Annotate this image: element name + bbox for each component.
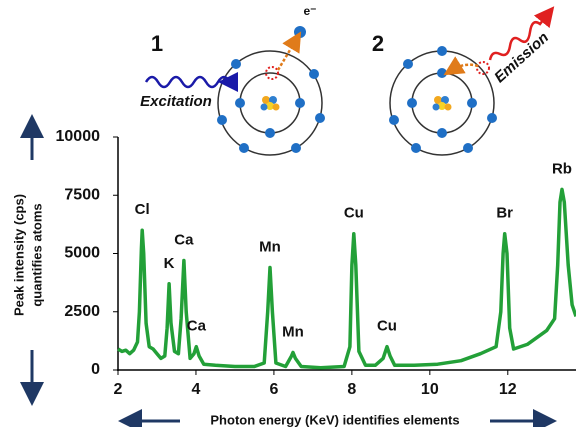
peak-label: Ca <box>187 318 207 335</box>
y-tick-label: 5000 <box>64 245 100 262</box>
x-tick-label: 6 <box>269 381 278 398</box>
x-tick-label: 12 <box>499 381 517 398</box>
x-tick-label: 2 <box>114 381 123 398</box>
peak-label: K <box>164 255 175 272</box>
electron-label: e⁻ <box>303 4 316 18</box>
emission-label: Emission <box>491 29 552 86</box>
peak-label: Cu <box>377 318 397 335</box>
atom-diagram <box>144 26 325 156</box>
peak-label: Mn <box>259 238 281 255</box>
excitation-label: Excitation <box>140 93 212 110</box>
peak-label: Mn <box>282 323 304 340</box>
peak-label: Br <box>496 205 513 222</box>
step-label: 2 <box>372 31 384 56</box>
peak-label: Rb <box>552 160 572 177</box>
x-tick-label: 10 <box>421 381 439 398</box>
y-tick-label: 2500 <box>64 303 100 320</box>
y-axis-label: Peak intensity (cps) <box>11 194 26 316</box>
x-tick-label: 8 <box>347 381 356 398</box>
y-tick-label: 10000 <box>56 128 101 145</box>
x-tick-label: 4 <box>192 381 201 398</box>
y-tick-label: 7500 <box>64 186 100 203</box>
spectrum-line <box>117 187 576 370</box>
y-tick-label: 0 <box>91 361 100 378</box>
y-axis-label: quantifies atoms <box>29 203 44 306</box>
step-label: 1 <box>151 31 163 56</box>
x-axis-label: Photon energy (KeV) identifies elements <box>210 412 459 427</box>
atom-diagram <box>389 6 555 156</box>
peak-label: Cu <box>344 205 364 222</box>
peak-label: Cl <box>135 201 150 218</box>
peak-label: Ca <box>174 231 194 248</box>
